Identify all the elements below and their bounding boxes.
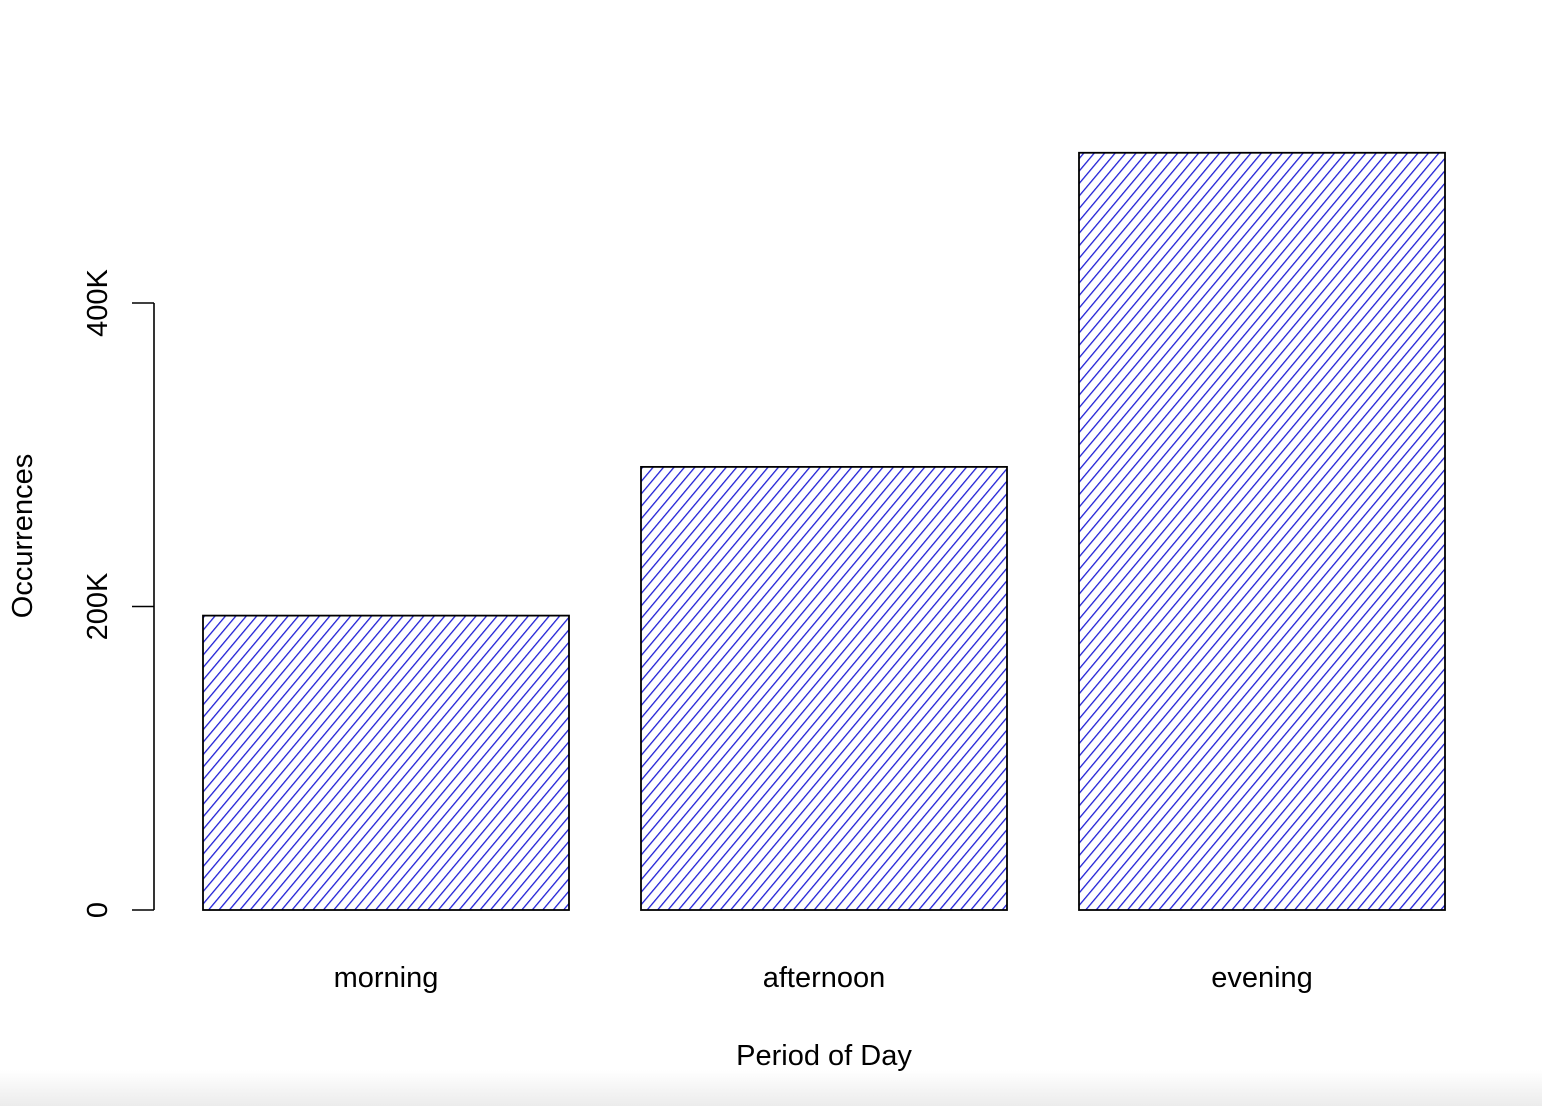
bar-evening [1078,151,1446,911]
y-axis-label: Occurrences [7,454,39,618]
x-axis-label: Period of Day [736,1040,912,1072]
x-category-label-afternoon: afternoon [763,962,886,994]
y-tick-label: 0 [82,902,114,918]
x-category-labels: morning afternoon evening [334,962,1313,994]
y-tick-label: 400K [82,268,114,336]
y-tick-label: 200K [82,572,114,640]
x-category-label-evening: evening [1211,962,1313,994]
bar-afternoon [640,465,1008,911]
window-bottom-edge [0,1070,1542,1106]
y-axis: 0 200K 400K [82,268,155,918]
bars [202,151,1446,911]
x-category-label-morning: morning [334,962,439,994]
bar-morning [202,614,570,911]
